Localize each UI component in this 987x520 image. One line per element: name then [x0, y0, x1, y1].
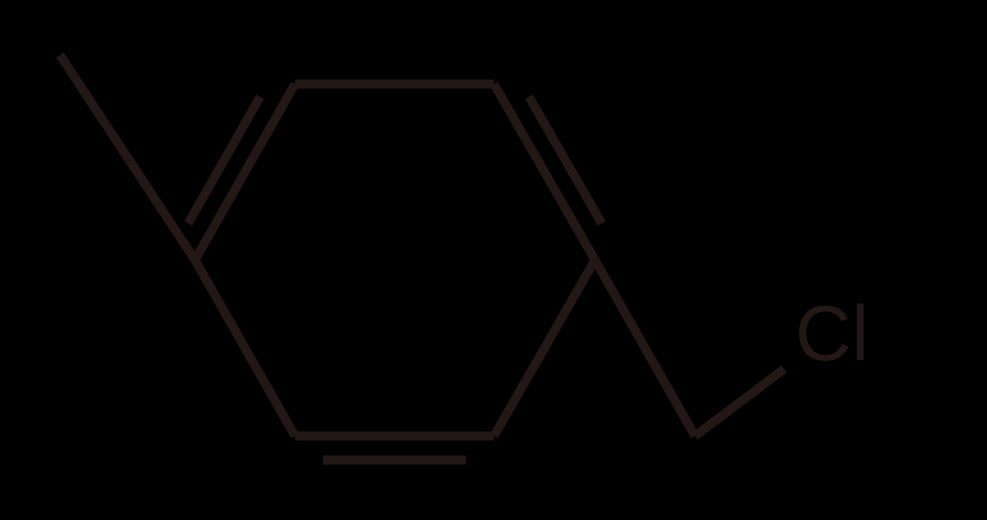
bond-line — [195, 260, 295, 436]
atom-label-cl: Cl — [795, 289, 869, 377]
molecule-diagram: Cl — [0, 0, 987, 520]
bond-line — [195, 84, 295, 260]
bond-line — [494, 84, 595, 260]
bond-line — [60, 55, 195, 260]
bond-line — [494, 260, 595, 436]
bond-line — [695, 369, 784, 436]
bond-line — [595, 260, 695, 436]
